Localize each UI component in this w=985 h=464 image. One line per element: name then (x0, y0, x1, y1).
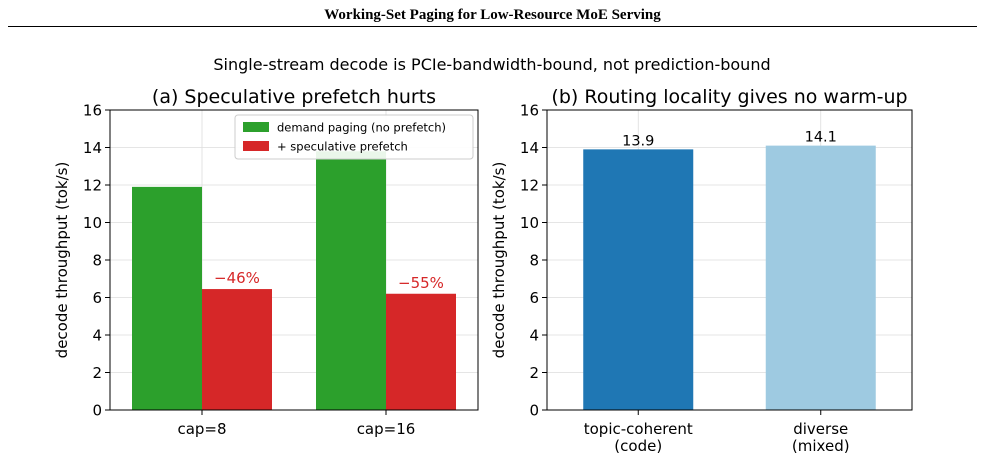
panel-b-bars (583, 145, 876, 410)
panel-b-y-tick-label: 10 (520, 214, 539, 232)
panel-a-annotation: −46% (214, 269, 260, 287)
panel-b-y-tick-label: 8 (529, 252, 539, 270)
panel-a-title: (a) Speculative prefetch hurts (152, 86, 436, 108)
legend-box (234, 114, 474, 160)
panel-b-y-tick-label: 0 (529, 402, 539, 420)
panel-b-x-tick-label: diverse (mixed) (792, 420, 850, 455)
panel-b-axes-frame (546, 109, 913, 411)
panel-a-bar-prefetch (386, 293, 456, 410)
panel-a-x-ticks: cap=8 cap=16 (177, 410, 415, 438)
panel-a-y-tick-label: 8 (92, 252, 102, 270)
panel-a-x-tick-label: cap=16 (357, 420, 416, 438)
legend-swatch (243, 122, 269, 132)
panel-b-bar (583, 149, 694, 410)
panel-a-y-tick-label: 10 (83, 214, 102, 232)
chart-panel-b: 13.9 14.1 0 2 4 6 8 10 12 14 16 topic-coherent (co… (490, 86, 913, 455)
panel-a-y-tick-label: 16 (83, 102, 102, 120)
panel-b-y-tick-label: 16 (520, 102, 539, 120)
panel-b-y-axis-label: decode throughput (tok/s) (490, 162, 508, 359)
panel-a-bar-prefetch (202, 289, 272, 410)
panel-b-y-tick-label: 14 (520, 139, 539, 157)
panel-b-y-ticks: 0 2 4 6 8 10 12 14 16 (520, 102, 547, 420)
panel-b-y-tick-label: 6 (529, 289, 539, 307)
panel-a-bars (132, 151, 456, 410)
panel-b-data-label: 14.1 (805, 130, 837, 146)
panel-a-axes-frame (109, 109, 479, 411)
panel-b-x-ticks: topic-coherent (code) diverse (mixed) (584, 410, 850, 455)
panel-a-legend: demand paging (no prefetch) + speculative… (234, 114, 474, 160)
legend-swatch (243, 141, 269, 151)
panel-a-y-ticks: 0 2 4 6 8 10 12 14 16 (83, 102, 110, 420)
panel-b-y-tick-label: 2 (529, 364, 539, 382)
page-header-title: Working-Set Paging for Low-Resource MoE … (324, 7, 661, 23)
panel-a-y-tick-label: 2 (92, 364, 102, 382)
page-header: Working-Set Paging for Low-Resource MoE … (0, 0, 985, 30)
panel-a-y-tick-label: 12 (83, 177, 102, 195)
panel-a-annotations: −46% −55% (214, 269, 444, 292)
panel-b-y-tick-label: 4 (529, 327, 539, 345)
panel-b-bar (765, 145, 876, 410)
figure-suptitle: Single-stream decode is PCIe-bandwidth-b… (213, 55, 770, 74)
panel-a-y-tick-label: 14 (83, 139, 102, 157)
panel-b-data-label: 13.9 (622, 133, 654, 149)
chart-panel-a: −46% −55% 0 2 4 6 8 10 12 14 16 cap=8 cap=16 (a) S… (53, 86, 479, 438)
panel-a-y-tick-label: 4 (92, 327, 102, 345)
panel-b-x-tick-label: topic-coherent (code) (584, 420, 693, 455)
panel-b-title: (b) Routing locality gives no warm-up (551, 86, 907, 108)
panel-a-y-tick-label: 0 (92, 402, 102, 420)
panel-b-y-tick-label: 12 (520, 177, 539, 195)
panel-b-data-labels: 13.9 14.1 (622, 130, 837, 150)
panel-a-x-tick-label: cap=8 (177, 420, 226, 438)
header-rule (8, 26, 977, 27)
panel-a-y-axis-label: decode throughput (tok/s) (53, 162, 71, 359)
panel-a-annotation: −55% (398, 274, 444, 292)
panel-a-bar-demand (316, 151, 386, 410)
legend-label: + speculative prefetch (277, 140, 408, 154)
legend-label: demand paging (no prefetch) (277, 121, 446, 135)
panel-a-y-tick-label: 6 (92, 289, 102, 307)
panel-a-bar-demand (132, 186, 202, 410)
